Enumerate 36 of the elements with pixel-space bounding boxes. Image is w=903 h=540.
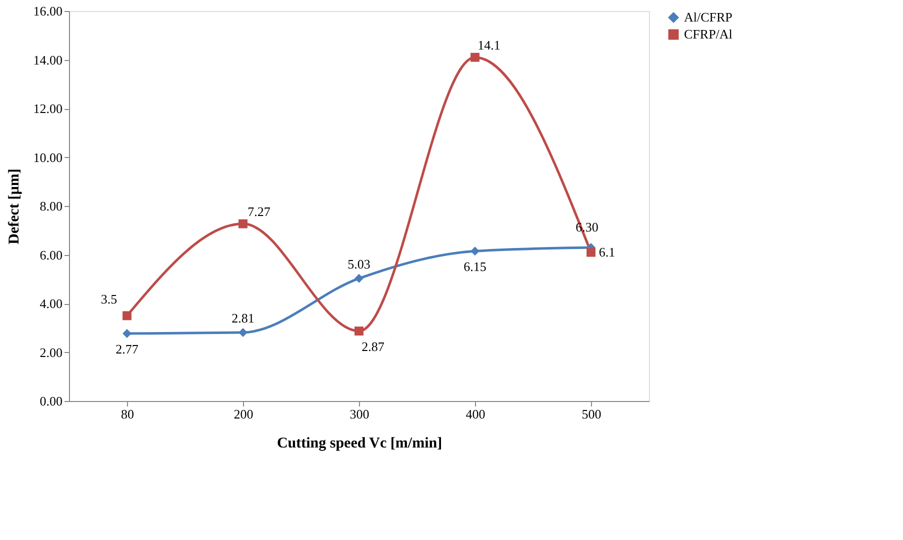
point [122,329,132,338]
point [122,311,132,320]
y-axis-title: Defect [µm] [6,168,22,244]
y-tick-label: 12.00 [33,101,62,116]
x-tick-label: 200 [234,406,254,422]
point [470,246,480,256]
legend-label: Al/CFRP [684,10,732,24]
data-label: 7.27 [248,204,271,219]
y-tick-label: 8.00 [40,198,62,214]
x-axis-title: Cutting speed Vc [m/min] [276,436,442,452]
y-tick-label: 4.00 [40,296,62,311]
data-label: 14.1 [478,37,500,52]
x-tick-label: 300 [350,406,370,422]
point [586,248,596,257]
legend-label: CFRP/Al [684,26,733,42]
data-label: 6.15 [464,259,486,274]
y-tick-label: 14.00 [33,52,62,68]
y-tick-label: 16.00 [33,4,62,18]
data-label: 2.87 [362,339,385,354]
y-tick-label: 10.00 [33,150,62,165]
x-tick-label: 80 [121,406,134,422]
point [354,326,364,336]
data-label: 6.1 [598,244,616,260]
point [354,274,364,283]
y-tick-label: 0.00 [40,394,62,408]
data-label: 5.03 [348,256,370,272]
point [470,52,480,62]
point [238,328,248,337]
data-label: 2.77 [116,341,139,356]
point [238,219,248,228]
y-tick-label: 6.00 [40,247,62,262]
x-tick-label: 400 [466,406,486,422]
data-label: 2.81 [232,310,254,326]
x-tick-label: 500 [582,406,602,422]
data-label: 3.5 [100,292,118,307]
y-tick-label: 2.00 [40,344,62,360]
